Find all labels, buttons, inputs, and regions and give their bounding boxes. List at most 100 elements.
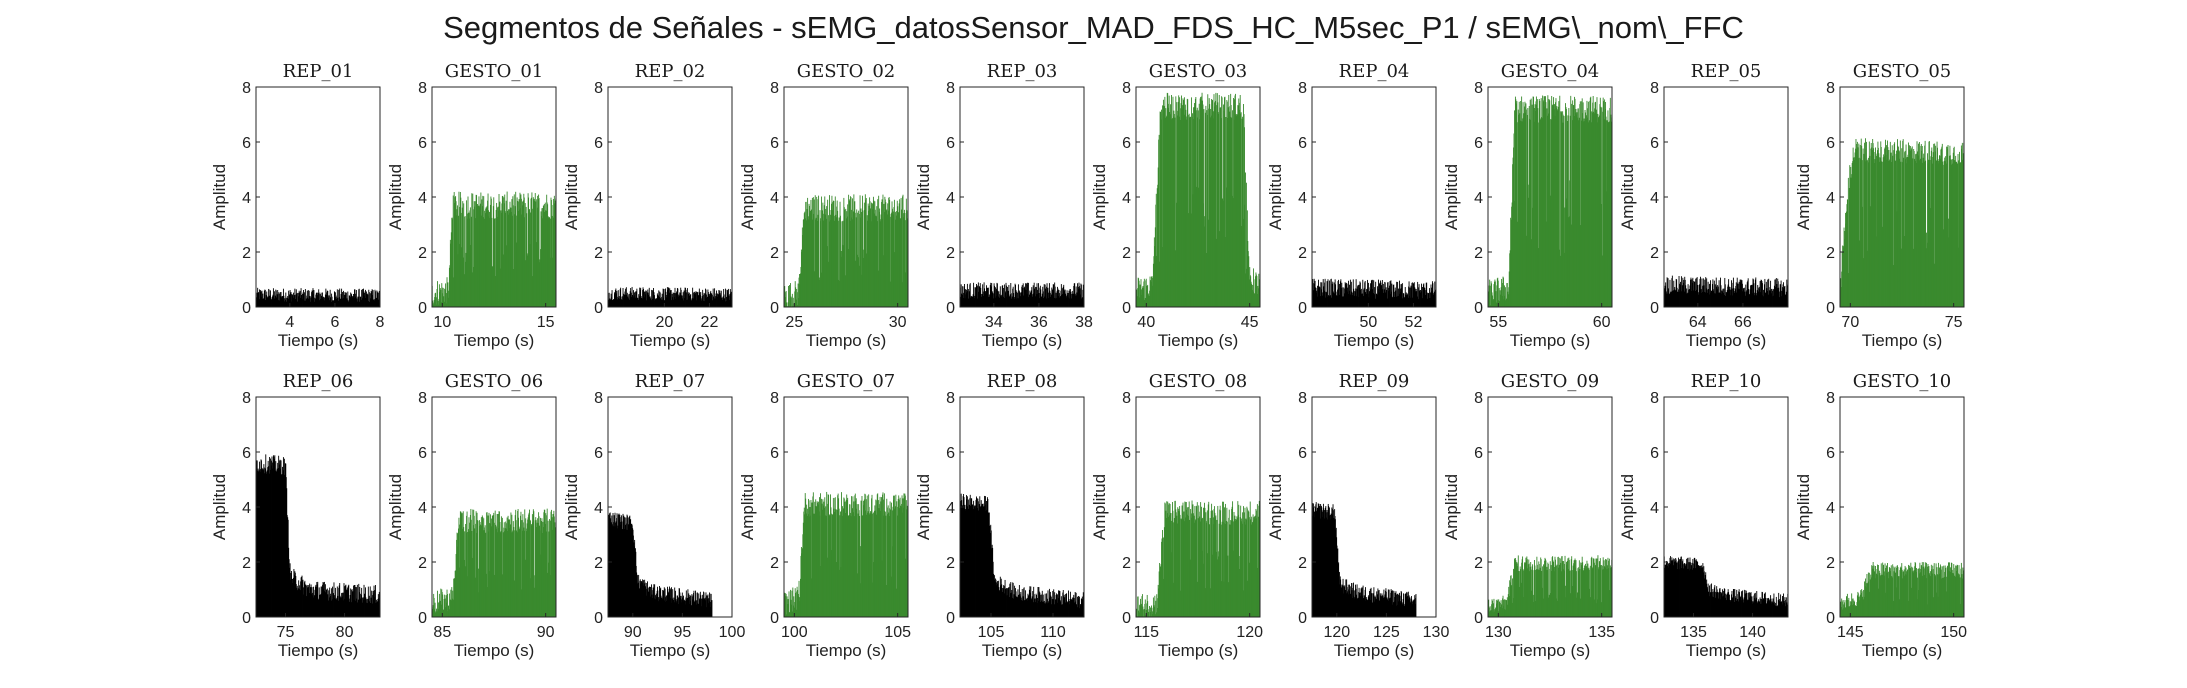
subplot-chart: 0 2 4 6 8 100 105: [770, 390, 911, 641]
y-tick-label: 4: [594, 500, 603, 517]
y-tick-label: 6: [594, 135, 603, 152]
y-tick-label: 2: [242, 245, 251, 262]
x-tick-label: 38: [1075, 314, 1093, 331]
x-tick-label: 50: [1359, 314, 1377, 331]
signal-series: [1311, 278, 1437, 307]
y-tick-label: 0: [1122, 610, 1131, 627]
y-tick-label: 8: [418, 390, 427, 407]
y-axis-label: Amplitud: [1442, 163, 1461, 231]
x-axis-label: Tiempo (s): [1333, 331, 1415, 350]
subplot-chart: 0 2 4 6 8 70 75: [1826, 80, 1965, 331]
y-tick-label: 4: [946, 500, 955, 517]
x-tick-label: 8: [376, 314, 385, 331]
y-tick-label: 8: [1122, 80, 1131, 97]
y-tick-label: 4: [1826, 190, 1835, 207]
signal-series: [1135, 500, 1261, 617]
x-axis-label: Tiempo (s): [1157, 641, 1239, 660]
x-tick-label: 10: [433, 314, 451, 331]
subplot-title: GESTO_08: [1148, 371, 1248, 392]
x-tick-label: 75: [1945, 314, 1963, 331]
subplot-rep-05: REP_05 0 2 4 6 8 64 66 Tiempo (s) Amplitud: [1594, 61, 1808, 367]
subplot-title: GESTO_03: [1148, 61, 1248, 82]
subplot-gesto-03: GESTO_03 0 2 4 6 8 40 45 Tiempo (s) Amplitud: [1066, 61, 1280, 367]
subplot-rep-02: REP_02 0 2 4 6 8 20 22 Tiempo (s) Amplitud: [538, 61, 752, 367]
x-tick-label: 60: [1593, 314, 1611, 331]
x-axis-label: Tiempo (s): [805, 641, 887, 660]
y-axis-label: Amplitud: [210, 473, 229, 541]
subplot-title: REP_01: [282, 61, 354, 82]
y-tick-label: 0: [1650, 300, 1659, 317]
x-axis-label: Tiempo (s): [981, 331, 1063, 350]
signal-series: [1311, 502, 1417, 617]
y-tick-label: 2: [1650, 245, 1659, 262]
y-tick-label: 8: [1298, 390, 1307, 407]
y-axis-label: Amplitud: [1266, 163, 1285, 231]
y-axis-label: Amplitud: [386, 163, 405, 231]
x-tick-label: 90: [624, 624, 642, 641]
subplot-chart: 0 2 4 6 8 115 120: [1122, 390, 1263, 641]
subplot-chart: 0 2 4 6 8 20 22: [594, 80, 733, 331]
x-axis-label: Tiempo (s): [805, 331, 887, 350]
y-axis-label: Amplitud: [1090, 473, 1109, 541]
y-tick-label: 4: [770, 500, 779, 517]
signal-series: [255, 287, 381, 307]
subplot-gesto-04: GESTO_04 0 2 4 6 8 55 60 Tiempo (s) Amplitud: [1418, 61, 1632, 367]
subplot-chart: 0 2 4 6 8 64 66: [1650, 80, 1789, 331]
y-tick-label: 8: [1474, 80, 1483, 97]
y-tick-label: 6: [946, 445, 955, 462]
y-tick-label: 4: [1474, 190, 1483, 207]
y-tick-label: 2: [946, 555, 955, 572]
x-tick-label: 120: [1236, 624, 1263, 641]
x-tick-label: 110: [1040, 624, 1066, 641]
y-tick-label: 0: [594, 610, 603, 627]
x-tick-label: 95: [674, 624, 692, 641]
subplot-gesto-08: GESTO_08 0 2 4 6 8 115 120 Tiempo (s) Amplitud: [1066, 371, 1280, 677]
x-axis-label: Tiempo (s): [453, 331, 535, 350]
y-tick-label: 4: [1298, 500, 1307, 517]
signal-series: [783, 194, 909, 307]
y-tick-label: 4: [242, 190, 251, 207]
subplot-gesto-07: GESTO_07 0 2 4 6 8 100 105 Tiempo (s) Amplitud: [714, 371, 928, 677]
y-tick-label: 0: [418, 610, 427, 627]
signal-series: [607, 512, 713, 617]
subplot-chart: 0 2 4 6 8 55 60: [1474, 80, 1613, 331]
y-tick-label: 0: [1826, 300, 1835, 317]
y-tick-label: 8: [418, 80, 427, 97]
subplot-title: GESTO_06: [444, 371, 544, 392]
y-tick-label: 6: [594, 445, 603, 462]
x-tick-label: 75: [277, 624, 295, 641]
signal-series: [255, 454, 381, 617]
x-tick-label: 30: [889, 314, 907, 331]
x-axis-label: Tiempo (s): [1685, 331, 1767, 350]
subplot-chart: 0 2 4 6 8 25 30: [770, 80, 909, 331]
subplot-rep-01: REP_01 0 2 4 6 8 4 6 8 Tiempo (s) Amplitud: [186, 61, 400, 367]
subplot-rep-06: REP_06 0 2 4 6 8 75 80 Tiempo (s) Amplitud: [186, 371, 400, 677]
x-tick-label: 52: [1405, 314, 1423, 331]
x-axis-label: Tiempo (s): [981, 641, 1063, 660]
y-tick-label: 6: [242, 135, 251, 152]
y-tick-label: 0: [1298, 610, 1307, 627]
y-tick-label: 2: [1826, 245, 1835, 262]
x-axis-label: Tiempo (s): [453, 641, 535, 660]
y-tick-label: 0: [242, 610, 251, 627]
y-axis-label: Amplitud: [738, 163, 757, 231]
x-tick-label: 130: [1423, 624, 1450, 641]
y-tick-label: 0: [946, 610, 955, 627]
y-tick-label: 8: [1650, 80, 1659, 97]
y-tick-label: 6: [770, 135, 779, 152]
signal-series: [959, 282, 1085, 307]
y-tick-label: 6: [1474, 135, 1483, 152]
y-tick-label: 6: [1826, 135, 1835, 152]
y-axis-label: Amplitud: [1618, 163, 1637, 231]
y-tick-label: 6: [946, 135, 955, 152]
x-tick-label: 100: [719, 624, 746, 641]
x-axis-label: Tiempo (s): [1333, 641, 1415, 660]
x-tick-label: 64: [1689, 314, 1707, 331]
y-tick-label: 4: [946, 190, 955, 207]
x-tick-label: 90: [537, 624, 555, 641]
x-axis-label: Tiempo (s): [277, 641, 359, 660]
subplot-rep-09: REP_09 0 2 4 6 8 120 125 130 Tiempo (s) Amplitud: [1242, 371, 1456, 677]
y-tick-label: 0: [770, 610, 779, 627]
subplot-chart: 0 2 4 6 8 85 90: [418, 390, 557, 641]
